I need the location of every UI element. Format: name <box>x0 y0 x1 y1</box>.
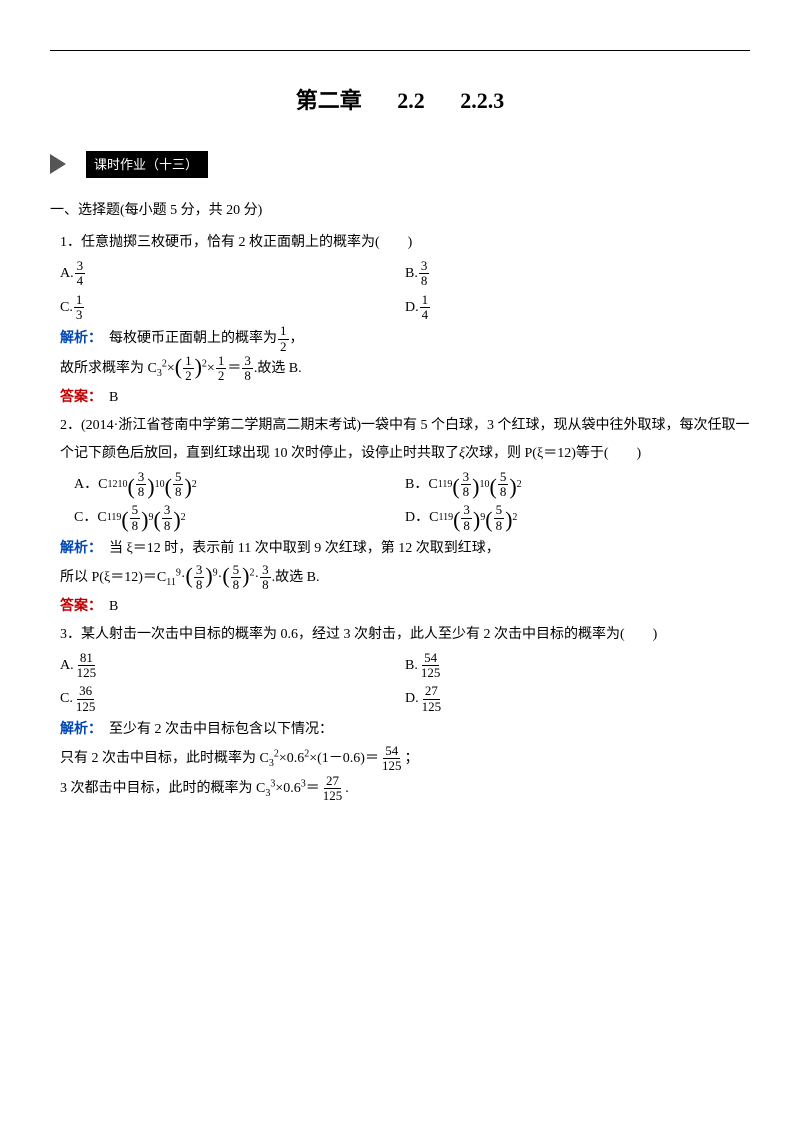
q3-opt-b: B.54125 <box>405 649 750 683</box>
q1-opt-c: C.13 <box>60 291 405 325</box>
q2-opt-a: A．C1210(38)10(58)2 <box>60 468 405 502</box>
q3-opt-d: D.27125 <box>405 682 750 716</box>
q3-opt-a: A.81125 <box>60 649 405 683</box>
explanation-label: 解析： <box>60 541 95 556</box>
q2-opt-c: C．C119(58)9(38)2 <box>60 501 405 535</box>
q1-answer: 答案： B <box>60 384 750 412</box>
q1-opt-d: D.14 <box>405 291 750 325</box>
q2-opt-d: D．C119(38)9(58)2 <box>405 501 750 535</box>
lesson-banner: 课时作业（十三） <box>50 151 750 192</box>
explanation-label: 解析： <box>60 722 95 737</box>
q1-explanation-line1: 解析： 每枚硬币正面朝上的概率为12， <box>60 324 750 354</box>
top-rule <box>50 50 750 51</box>
chapter-part1: 第二章 <box>296 88 362 113</box>
banner-triangle-icon <box>50 154 66 174</box>
q3-opt-c: C.36125 <box>60 682 405 716</box>
answer-label: 答案： <box>60 599 95 614</box>
banner-text: 课时作业（十三） <box>86 151 208 178</box>
q3-options: A.81125 B.54125 C.36125 D.27125 <box>60 649 750 716</box>
q1-explanation-line2: 故所求概率为 C32×(12)2×12＝38.故选 B. <box>60 354 750 384</box>
section-heading: 一、选择题(每小题 5 分，共 20 分) <box>50 198 750 223</box>
q1-opt-b: B.38 <box>405 257 750 291</box>
chapter-title: 第二章 2.2 2.2.3 <box>50 81 750 121</box>
q2-answer: 答案： B <box>60 593 750 621</box>
q3-explanation-line2: 只有 2 次击中目标，此时概率为 C32×0.62×(1－0.6)＝54125； <box>60 744 750 774</box>
chapter-part2: 2.2 <box>397 88 425 113</box>
answer-label: 答案： <box>60 390 95 405</box>
chapter-part3: 2.2.3 <box>460 88 504 113</box>
q1-opt-a: A.34 <box>60 257 405 291</box>
q2-stem: 2．(2014·浙江省苍南中学第二学期高二期末考试)一袋中有 5 个白球，3 个… <box>60 412 750 468</box>
q2-options: A．C1210(38)10(58)2 B．C119(38)10(58)2 C．C… <box>60 468 750 535</box>
q2-explanation-line1: 解析： 当 ξ＝12 时，表示前 11 次中取到 9 次红球，第 12 次取到红… <box>60 535 750 563</box>
q1-options: A.34 B.38 C.13 D.14 <box>60 257 750 324</box>
q2-opt-b: B．C119(38)10(58)2 <box>405 468 750 502</box>
q3-explanation-line3: 3 次都击中目标，此时的概率为 C33×0.63＝27125. <box>60 774 750 804</box>
q3-stem: 3．某人射击一次击中目标的概率为 0.6，经过 3 次射击，此人至少有 2 次击… <box>60 621 750 649</box>
q3-explanation-line1: 解析： 至少有 2 次击中目标包含以下情况： <box>60 716 750 744</box>
explanation-label: 解析： <box>60 331 95 346</box>
q1-stem: 1．任意抛掷三枚硬币，恰有 2 枚正面朝上的概率为( ) <box>60 229 750 257</box>
q2-explanation-line2: 所以 P(ξ＝12)＝C119·(38)9·(58)2·38.故选 B. <box>60 563 750 593</box>
